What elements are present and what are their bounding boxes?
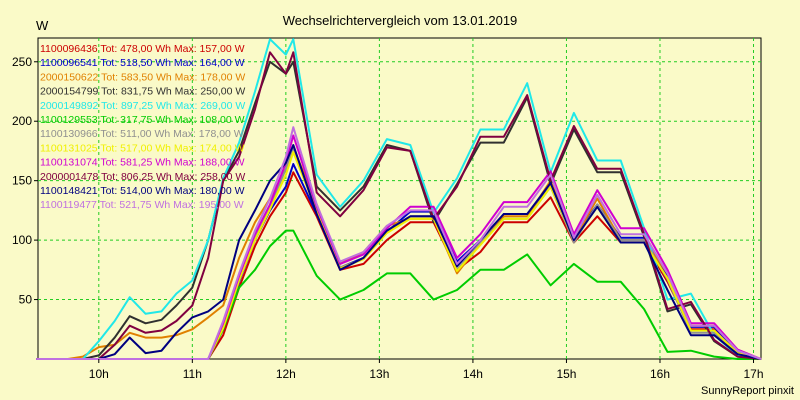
x-tick-label: 14h — [463, 367, 483, 381]
x-tick-label: 13h — [369, 367, 389, 381]
y-axis-label: W — [36, 18, 49, 33]
series-line-1100119477 — [36, 126, 762, 360]
x-tick-label: 15h — [556, 367, 576, 381]
y-tick-label: 50 — [19, 293, 33, 307]
series-group — [36, 38, 762, 360]
series-line-2000001478 — [36, 51, 762, 360]
footer-credit: SunnyReport pinxit — [701, 385, 794, 397]
legend-entry-2000001478: 2000001478 Tot: 806,25 Wh Max: 258,00 W — [40, 171, 245, 183]
legend-entry-1100130966: 1100130966 Tot: 511,00 Wh Max: 178,00 W — [40, 128, 244, 140]
series-line-2000149892 — [36, 38, 762, 360]
y-tick-label: 150 — [12, 174, 32, 188]
x-tick-label: 11h — [183, 367, 202, 381]
y-tick-label: 250 — [12, 55, 32, 69]
y-tick-label: 100 — [12, 233, 32, 247]
series-line-2000154799 — [36, 60, 762, 360]
legend-entry-2000149892: 2000149892 Tot: 897,25 Wh Max: 269,00 W — [40, 100, 245, 112]
x-tick-label: 17h — [744, 367, 764, 381]
chart-title: Wechselrichtervergleich vom 13.01.2019 — [283, 13, 518, 28]
axis-ticks: 50 100 150 200 250 10h 11h 12h 13h 14h 15h 16h 17h — [12, 55, 764, 381]
x-tick-label: 10h — [89, 367, 109, 381]
legend-entry-1100131025: 1100131025 Tot: 517,00 Wh Max: 174,00 W — [40, 142, 245, 154]
y-tick-label: 200 — [12, 114, 32, 128]
legend-entry-1100131074: 1100131074 Tot: 581,25 Wh Max: 188,00 W — [40, 157, 245, 169]
legend-entry-1100096541: 1100096541 Tot: 518,50 Wh Max: 164,00 W — [40, 57, 245, 69]
plot-frame — [37, 37, 762, 360]
series-line-1100148421 — [36, 144, 762, 360]
legend-entry-1100148421: 1100148421 Tot: 514,00 Wh Max: 180,00 W — [40, 185, 245, 197]
x-tick-label: 16h — [650, 367, 670, 381]
legend-entry-2000154799: 2000154799 Tot: 831,75 Wh Max: 250,00 W — [40, 86, 245, 98]
legend-entry-1100119477: 1100119477 Tot: 521,75 Wh Max: 195,00 W — [40, 199, 244, 211]
legend-entry-1100096436: 1100096436 Tot: 478,00 Wh Max: 157,00 W — [40, 43, 245, 55]
legend: 1100096436 Tot: 478,00 Wh Max: 157,00 W 1… — [40, 43, 245, 211]
x-tick-label: 12h — [276, 367, 296, 381]
legend-entry-2000150622: 2000150622 Tot: 583,50 Wh Max: 178,00 W — [40, 71, 245, 83]
legend-entry-1100129553: 1100129553 Tot: 317,75 Wh Max: 108,00 W — [40, 114, 245, 126]
